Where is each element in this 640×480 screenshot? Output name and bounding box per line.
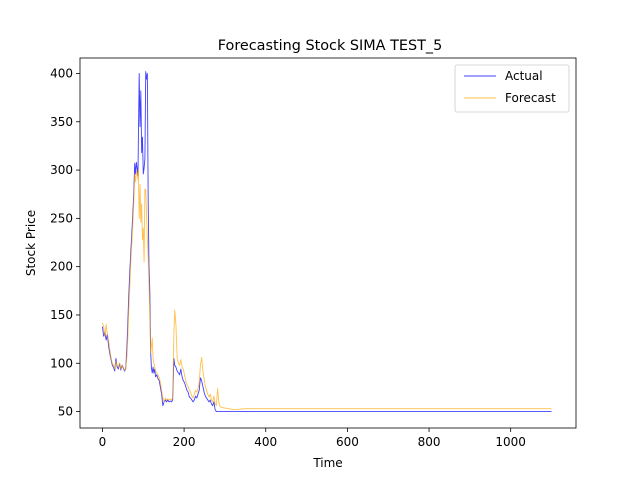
series-line-actual [102, 71, 552, 413]
plot-area-frame [79, 57, 577, 429]
legend-label-actual: Actual [505, 69, 543, 83]
legend-label-forecast: Forecast [505, 91, 556, 105]
x-tick-label: 600 [336, 435, 359, 449]
y-tick-label: 200 [50, 260, 73, 274]
x-tick-label: 0 [99, 435, 107, 449]
x-tick-label: 200 [173, 435, 196, 449]
y-axis-label: Stock Price [24, 210, 38, 276]
x-tick-label: 800 [418, 435, 441, 449]
y-tick-label: 300 [50, 163, 73, 177]
y-axis: 50 100 150 200 250 300 350 400 [50, 66, 80, 419]
y-tick-label: 50 [58, 405, 73, 419]
y-tick-label: 400 [50, 66, 73, 80]
chart-title: Forecasting Stock SIMA TEST_5 [218, 38, 443, 54]
series-layer [102, 71, 552, 413]
series-line-forecast [102, 169, 552, 411]
x-axis-label: Time [312, 456, 342, 470]
legend: Actual Forecast [454, 64, 570, 113]
y-tick-label: 100 [50, 356, 73, 370]
x-axis: 0 200 400 600 800 1000 [99, 428, 526, 449]
y-tick-label: 350 [50, 115, 73, 129]
y-tick-label: 150 [50, 308, 73, 322]
x-tick-label: 400 [254, 435, 277, 449]
x-tick-label: 1000 [495, 435, 526, 449]
legend-frame [454, 64, 570, 113]
y-tick-label: 250 [50, 211, 73, 225]
